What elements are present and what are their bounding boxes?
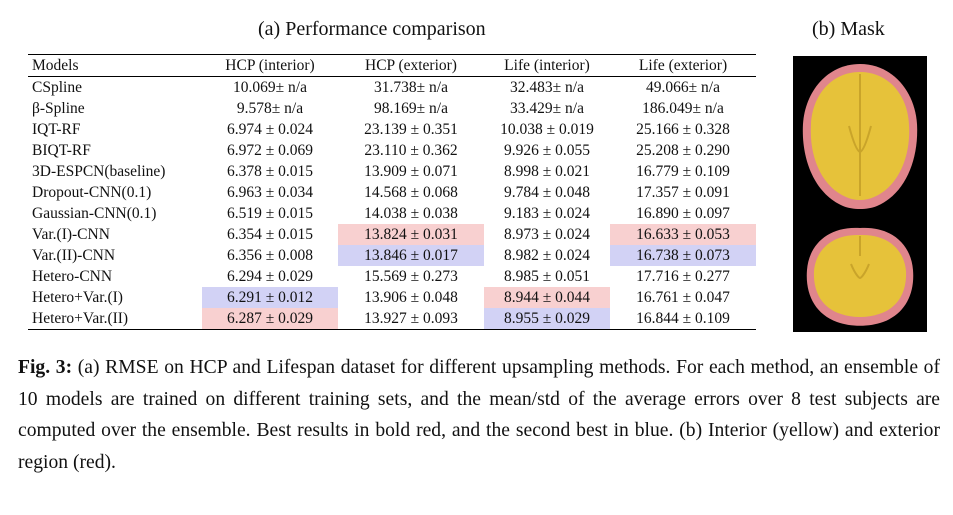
row-model: Var.(II)-CNN <box>32 246 116 264</box>
cell-hcp-exterior: 14.038 ± 0.038 <box>364 204 458 222</box>
cell-hcp-interior: 9.578± n/a <box>236 99 304 117</box>
cell-life-exterior: 25.166 ± 0.328 <box>636 120 730 138</box>
cell-hcp-interior: 10.069± n/a <box>233 78 307 96</box>
cell-life-interior: 8.998 ± 0.021 <box>503 162 590 180</box>
cell-life-interior: 9.926 ± 0.055 <box>503 141 590 159</box>
table-row: Hetero+Var.(I) 6.291 ± 0.012 13.906 ± 0.… <box>28 287 756 308</box>
row-model: Gaussian-CNN(0.1) <box>32 204 157 222</box>
cell-hcp-interior-best: 6.287 ± 0.029 <box>202 308 338 330</box>
cell-life-exterior: 16.761 ± 0.047 <box>636 288 730 306</box>
cell-life-interior: 8.982 ± 0.024 <box>503 246 590 264</box>
table-row: Hetero-CNN 6.294 ± 0.029 15.569 ± 0.273 … <box>28 266 756 287</box>
cell-hcp-exterior: 31.738± n/a <box>374 78 448 96</box>
cell-life-exterior: 186.049± n/a <box>642 99 724 117</box>
cell-life-interior: 8.985 ± 0.051 <box>503 267 590 285</box>
cell-hcp-interior-second: 6.291 ± 0.012 <box>202 287 338 308</box>
table-row: Gaussian-CNN(0.1) 6.519 ± 0.015 14.038 ±… <box>28 203 756 224</box>
row-model: 3D-ESPCN(baseline) <box>32 162 166 180</box>
row-model: β-Spline <box>32 99 85 117</box>
cell-hcp-interior: 6.354 ± 0.015 <box>226 225 313 243</box>
table-row: Dropout-CNN(0.1) 6.963 ± 0.034 14.568 ± … <box>28 182 756 203</box>
cell-life-exterior: 25.208 ± 0.290 <box>636 141 730 159</box>
cell-hcp-interior: 6.378 ± 0.015 <box>226 162 313 180</box>
cell-life-exterior: 49.066± n/a <box>646 78 720 96</box>
table-row: 3D-ESPCN(baseline) 6.378 ± 0.015 13.909 … <box>28 161 756 182</box>
col-header-life-exterior: Life (exterior) <box>638 56 728 74</box>
table-row: IQT-RF 6.974 ± 0.024 23.139 ± 0.351 10.0… <box>28 119 756 140</box>
interior-region <box>813 234 907 317</box>
cell-hcp-exterior: 14.568 ± 0.068 <box>364 183 458 201</box>
cell-life-exterior: 17.357 ± 0.091 <box>636 183 730 201</box>
cell-life-interior-second: 8.955 ± 0.029 <box>484 308 610 330</box>
cell-hcp-exterior: 23.139 ± 0.351 <box>364 120 458 138</box>
cell-hcp-exterior-best: 13.824 ± 0.031 <box>338 224 484 245</box>
cell-hcp-exterior: 15.569 ± 0.273 <box>364 267 458 285</box>
brain-mask-image <box>802 64 918 326</box>
row-model: CSpline <box>32 78 82 96</box>
cell-hcp-exterior: 23.110 ± 0.362 <box>364 141 458 159</box>
cell-life-exterior: 17.716 ± 0.277 <box>636 267 730 285</box>
figure-caption: Fig. 3: (a) RMSE on HCP and Lifespan dat… <box>18 352 940 478</box>
cell-life-interior: 8.973 ± 0.024 <box>503 225 590 243</box>
table-row: Var.(II)-CNN 6.356 ± 0.008 13.846 ± 0.01… <box>28 245 756 266</box>
cell-life-exterior-second: 16.738 ± 0.073 <box>610 245 756 266</box>
cell-hcp-exterior: 98.169± n/a <box>374 99 448 117</box>
cell-hcp-interior: 6.519 ± 0.015 <box>226 204 313 222</box>
col-header-life-interior: Life (interior) <box>504 56 590 74</box>
table-row: Var.(I)-CNN 6.354 ± 0.015 13.824 ± 0.031… <box>28 224 756 245</box>
cell-life-interior: 33.429± n/a <box>510 99 584 117</box>
cell-hcp-exterior: 13.906 ± 0.048 <box>364 288 458 306</box>
panel-b-title: (b) Mask <box>812 18 885 40</box>
row-model: Var.(I)-CNN <box>32 225 110 243</box>
row-model: Dropout-CNN(0.1) <box>32 183 152 201</box>
col-header-hcp-interior: HCP (interior) <box>225 56 315 74</box>
cell-hcp-interior: 6.974 ± 0.024 <box>226 120 313 138</box>
cell-life-interior: 9.183 ± 0.024 <box>503 204 590 222</box>
performance-table: Models HCP (interior) HCP (exterior) Lif… <box>28 54 756 330</box>
cell-hcp-interior: 6.356 ± 0.008 <box>226 246 313 264</box>
cell-hcp-interior: 6.972 ± 0.069 <box>226 141 313 159</box>
cell-life-exterior: 16.890 ± 0.097 <box>636 204 730 222</box>
cell-life-exterior-best: 16.633 ± 0.053 <box>610 224 756 245</box>
cell-life-interior-best: 8.944 ± 0.044 <box>484 287 610 308</box>
table-row: Hetero+Var.(II) 6.287 ± 0.029 13.927 ± 0… <box>28 308 756 330</box>
cell-hcp-exterior: 13.927 ± 0.093 <box>364 309 458 327</box>
ventricle-shape <box>850 263 870 280</box>
cell-hcp-interior: 6.963 ± 0.034 <box>226 183 313 201</box>
cell-life-exterior: 16.844 ± 0.109 <box>636 309 730 327</box>
col-header-hcp-exterior: HCP (exterior) <box>365 56 457 74</box>
cell-life-interior: 9.784 ± 0.048 <box>503 183 590 201</box>
table-row: BIQT-RF 6.972 ± 0.069 23.110 ± 0.362 9.9… <box>28 140 756 161</box>
row-model: Hetero+Var.(II) <box>32 309 129 327</box>
row-model: IQT-RF <box>32 120 81 138</box>
caption-label: Fig. 3: <box>18 357 73 378</box>
brain-mask-slice-top <box>802 64 918 209</box>
panel-a-title: (a) Performance comparison <box>258 18 486 40</box>
cell-hcp-exterior: 13.909 ± 0.071 <box>364 162 458 180</box>
brain-mask-slice-bottom <box>806 227 914 326</box>
caption-text: (a) RMSE on HCP and Lifespan dataset for… <box>18 357 941 473</box>
table-row: β-Spline 9.578± n/a 98.169± n/a 33.429± … <box>28 98 756 119</box>
cell-life-exterior: 16.779 ± 0.109 <box>636 162 730 180</box>
col-header-models: Models <box>32 56 79 74</box>
brain-mask-panel <box>793 56 927 332</box>
row-model: Hetero+Var.(I) <box>32 288 123 306</box>
row-model: Hetero-CNN <box>32 267 113 285</box>
cell-life-interior: 32.483± n/a <box>510 78 584 96</box>
table-header-row: Models HCP (interior) HCP (exterior) Lif… <box>28 54 756 77</box>
ventricle-shape <box>848 125 872 154</box>
cell-life-interior: 10.038 ± 0.019 <box>500 120 594 138</box>
row-model: BIQT-RF <box>32 141 91 159</box>
table-row: CSpline 10.069± n/a 31.738± n/a 32.483± … <box>28 77 756 99</box>
cell-hcp-exterior-second: 13.846 ± 0.017 <box>338 245 484 266</box>
cell-hcp-interior: 6.294 ± 0.029 <box>226 267 313 285</box>
